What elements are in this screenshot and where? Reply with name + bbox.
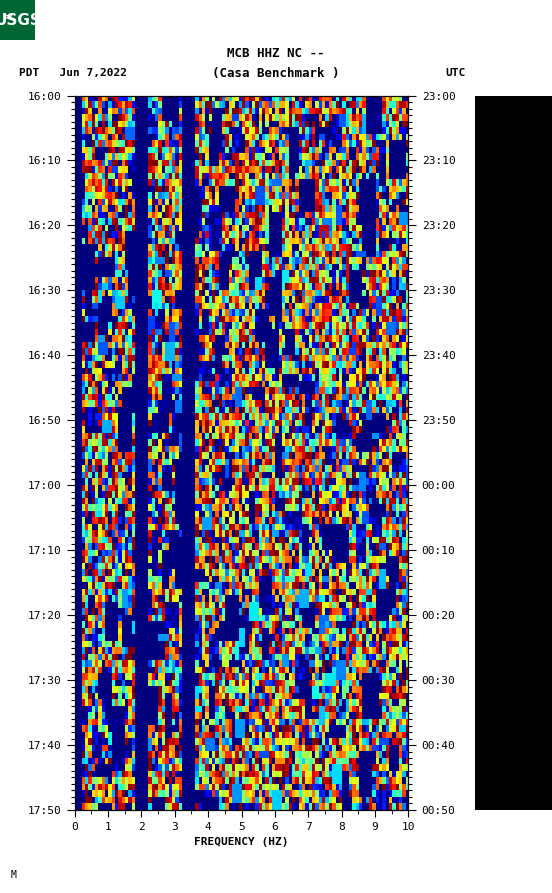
Text: PDT   Jun 7,2022: PDT Jun 7,2022 [19,68,128,79]
Text: M: M [11,870,17,880]
Text: UTC: UTC [445,68,465,79]
Text: MCB HHZ NC --: MCB HHZ NC -- [227,47,325,60]
Text: ≈: ≈ [3,12,14,25]
X-axis label: FREQUENCY (HZ): FREQUENCY (HZ) [194,838,289,847]
Text: (Casa Benchmark ): (Casa Benchmark ) [213,67,339,79]
Text: USGS: USGS [0,13,41,28]
FancyBboxPatch shape [0,0,35,40]
